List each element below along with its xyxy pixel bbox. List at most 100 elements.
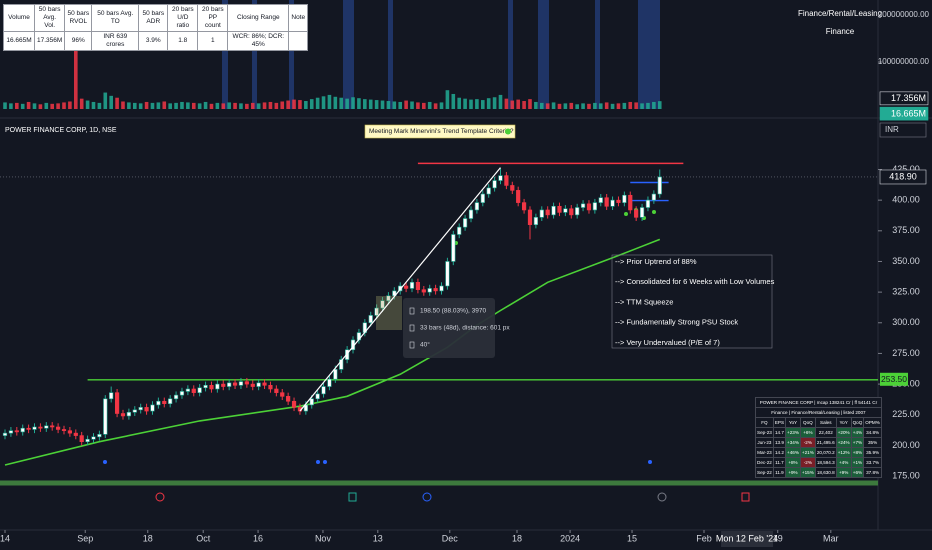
cell: INR 639 crores (91, 31, 140, 51)
candle-body (557, 205, 562, 213)
candle-body (639, 207, 645, 218)
sector: Finance (826, 27, 855, 36)
volume-bar (156, 102, 161, 109)
candle-body (604, 197, 609, 207)
volume-bar (333, 96, 338, 109)
volume-bar (250, 102, 255, 109)
moving-average (4, 238, 661, 466)
header-row: Volume 50 bars Avg. Vol. 50 bars RVOL 50 ba… (3, 4, 309, 32)
tooltip-icon (409, 307, 415, 315)
row: Jun-23 13.9 +34% -2% 21,495.6 +24% +7% 35% (755, 437, 882, 448)
currency-box (879, 122, 927, 138)
cell: 1.8 (167, 31, 199, 51)
level-label: 253.50 (881, 374, 907, 384)
candle-body (179, 391, 185, 396)
cell: Mar-23 (755, 447, 774, 458)
volume-bar (73, 50, 78, 109)
volume-bar (528, 99, 532, 109)
cell: 34.8% (863, 427, 882, 438)
candle-body (50, 425, 55, 428)
volume-bar (150, 102, 155, 109)
candle-body (545, 209, 550, 216)
y-tick-label: 100000000.00 (878, 57, 930, 66)
volume-bar (180, 101, 184, 109)
symbol-title: POWER FINANCE CORP, 1D, NSE (5, 127, 117, 134)
event (155, 492, 165, 502)
column-header: YoY (785, 417, 801, 428)
band (222, 0, 228, 109)
x-tick-label: 19 (773, 533, 783, 543)
volume-bar (439, 102, 444, 109)
volume-bar (245, 103, 249, 109)
candle-body (492, 180, 497, 189)
cell: +21% (799, 447, 816, 458)
candle-body (185, 388, 190, 392)
volume-bar (622, 102, 627, 109)
candle-body (291, 400, 297, 408)
candle-body (197, 387, 202, 393)
volume-bar (233, 102, 237, 109)
candle-body (457, 226, 462, 235)
candle-body (374, 307, 379, 316)
volume-bar (38, 104, 43, 109)
candle-body (203, 385, 208, 389)
column-header: OPM% (863, 417, 882, 428)
volume-bar (480, 100, 485, 109)
volume-bar (604, 102, 609, 109)
volume-bar (127, 102, 131, 109)
header-cell: 50 bars Avg. TO (91, 4, 140, 32)
volume-bar (398, 101, 403, 109)
volume-bar (469, 99, 473, 109)
volume-bar (221, 103, 226, 109)
candle-body (327, 378, 332, 387)
volume-bar (581, 103, 585, 109)
candle-body (262, 382, 267, 386)
candle-body (103, 398, 108, 435)
candle-body (38, 426, 43, 429)
cell: 96% (64, 31, 93, 51)
volume-bar (628, 101, 633, 109)
candle-body (580, 203, 586, 208)
tooltip-line: 198.50 (88.03%), 3970 (420, 308, 487, 315)
candle-body (610, 199, 615, 207)
cell: 21,495.6 (814, 437, 837, 448)
volume-bar (20, 103, 25, 109)
candle-body (97, 434, 102, 438)
candle-body (486, 187, 491, 195)
cell: 14.2 (772, 447, 787, 458)
candle-body (651, 193, 656, 201)
volume-bar (534, 101, 538, 109)
candle-body (451, 234, 456, 262)
title: POWER FINANCE CORP | mcap 138241 Cr | ff… (755, 397, 882, 408)
candle-body (539, 209, 544, 218)
current-price-label: 418.90 (889, 171, 917, 181)
candle-body (321, 386, 326, 395)
candle-body (498, 175, 503, 181)
volume-bar (634, 102, 638, 109)
candle-body (427, 288, 432, 293)
row: Dec-22 11.7 +8% -2% 18,594.3 +4% +1% 33.7% (755, 457, 882, 468)
volume-bar (321, 96, 326, 109)
volume-bar (374, 100, 379, 109)
candle-body (563, 208, 568, 213)
measure-area (376, 296, 402, 330)
volume-bar (557, 103, 562, 109)
y-tick-label: 175.00 (892, 470, 920, 480)
volume-bar (392, 101, 397, 109)
volume-highlights (222, 0, 660, 109)
volume-bar (315, 97, 320, 109)
y-tick-label: 200000000.00 (878, 10, 930, 19)
row: Sep-23 14.7 +23% +6% 22,402 +20% +4% 34.8% (755, 427, 882, 438)
cell: +24% (835, 437, 852, 448)
dot (624, 212, 628, 216)
candle-body (209, 385, 214, 390)
candle-body (421, 289, 426, 293)
candle-body (120, 413, 126, 417)
cell: +4% (850, 427, 865, 438)
volume-bar (256, 103, 261, 109)
candle-body (510, 185, 515, 191)
x-tick-label: Oct (196, 533, 211, 543)
x-tick-label: 18 (143, 533, 153, 543)
cell: Sep-23 (755, 427, 774, 438)
column-row: FQ EPS YoY QoQ Sales YoY QoQ OPM% (755, 417, 882, 428)
